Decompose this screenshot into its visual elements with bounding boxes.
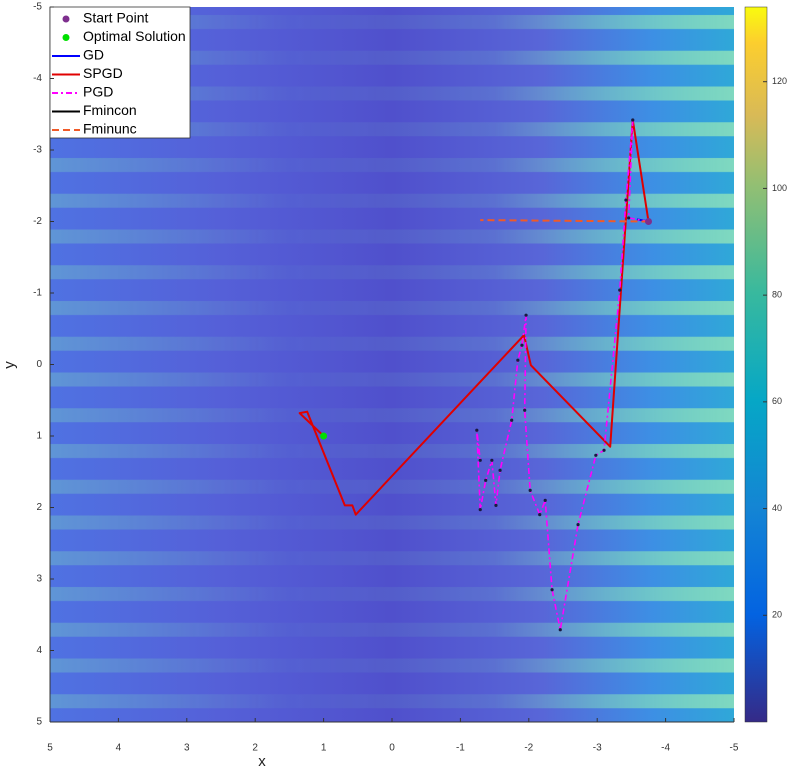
vertex — [524, 313, 528, 317]
legend-label: Optimal Solution — [83, 28, 186, 44]
legend — [49, 6, 191, 139]
vertex — [618, 288, 622, 292]
colorbar-tick-label: 20 — [772, 610, 782, 620]
marker — [320, 432, 328, 440]
vertex — [543, 498, 547, 502]
vertex — [520, 343, 524, 347]
series-line — [480, 219, 649, 223]
vertex — [631, 118, 635, 122]
vertex — [558, 628, 562, 632]
vertex — [478, 458, 482, 462]
x-tick-label: -4 — [661, 743, 670, 754]
vertex — [478, 508, 482, 512]
vertex — [550, 588, 554, 592]
x-tick-label: -1 — [456, 743, 465, 754]
vertex — [624, 198, 628, 202]
y-tick-label: 1 — [36, 431, 42, 442]
y-tick-label: -2 — [33, 216, 42, 227]
vertex — [516, 358, 520, 362]
vertex — [528, 488, 532, 492]
colorbar-tick-label: 120 — [772, 76, 787, 86]
legend-label: Start Point — [83, 10, 148, 26]
x-tick-label: 0 — [389, 743, 395, 754]
legend-label: SPGD — [83, 65, 123, 81]
x-tick-label: 5 — [47, 743, 53, 754]
legend-marker — [62, 34, 70, 41]
legend-label: GD — [83, 47, 104, 63]
y-tick-label: 0 — [36, 359, 42, 370]
vertex — [498, 468, 502, 472]
vertex — [475, 428, 479, 432]
colorbar-tick-label: 60 — [772, 396, 782, 406]
x-tick-label: 4 — [116, 743, 122, 754]
y-tick-label: -1 — [33, 288, 42, 299]
x-axis-label: x — [258, 753, 266, 770]
marker — [645, 218, 652, 225]
x-tick-label: -2 — [524, 743, 533, 754]
x-tick-label: 1 — [321, 743, 327, 754]
y-tick-label: -4 — [33, 73, 42, 84]
colorbar-tick-label: 80 — [772, 290, 782, 300]
vertex — [602, 448, 606, 452]
legend-marker — [62, 15, 70, 23]
y-tick-label: 5 — [36, 717, 42, 728]
vertex — [627, 216, 631, 220]
colorbar — [744, 6, 768, 723]
series-line — [298, 118, 650, 516]
legend-label: Fmincon — [83, 102, 137, 118]
x-tick-label: 2 — [252, 743, 258, 754]
vertex — [484, 478, 488, 482]
y-tick-label: 2 — [36, 502, 42, 513]
colorbar-tick-label: 100 — [772, 183, 787, 193]
y-tick-label: -3 — [33, 145, 42, 156]
y-tick-label: 4 — [36, 645, 42, 656]
y-axis-label: y — [1, 361, 18, 369]
colorbar-tick-label: 40 — [772, 503, 782, 513]
x-tick-label: 3 — [184, 743, 190, 754]
x-tick-label: -3 — [593, 743, 602, 754]
x-tick-label: -5 — [730, 743, 739, 754]
vertex — [490, 458, 494, 462]
y-tick-label: 3 — [36, 574, 42, 585]
legend-label: Fminunc — [83, 121, 137, 137]
vertex — [594, 453, 598, 457]
vertex — [523, 408, 527, 412]
vertex — [510, 418, 514, 422]
vertex — [576, 523, 580, 527]
legend-label: PGD — [83, 84, 113, 100]
vertex — [538, 513, 542, 517]
vertex — [494, 503, 498, 507]
y-tick-label: -5 — [33, 2, 42, 13]
